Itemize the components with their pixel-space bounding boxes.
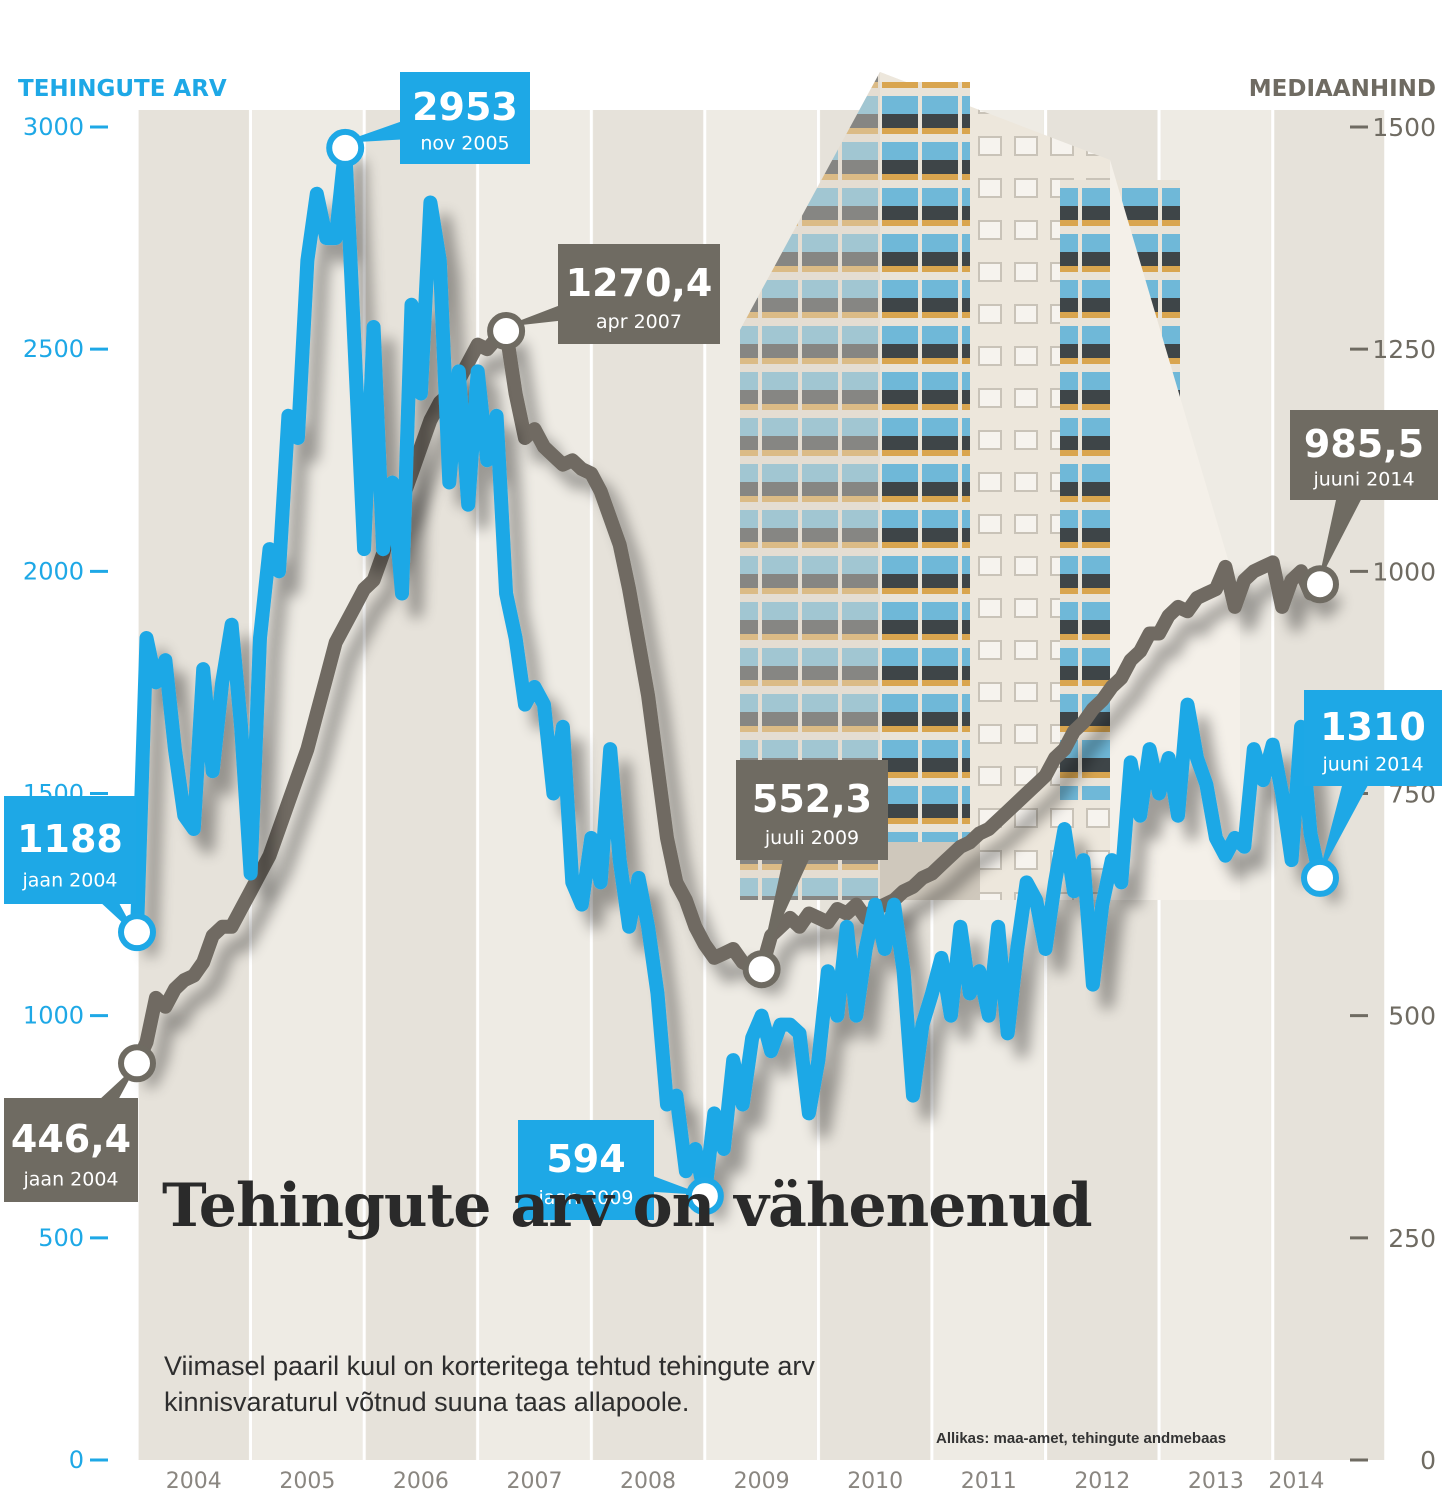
callout-marker bbox=[118, 913, 156, 952]
callout-value: 552,3 bbox=[752, 777, 872, 821]
callout-value: 594 bbox=[546, 1137, 625, 1181]
x-axis-tick-label: 2012 bbox=[1074, 1469, 1130, 1494]
x-axis-tick-label: 2013 bbox=[1188, 1469, 1244, 1494]
chart-subtitle: Viimasel paaril kuul on korteritega teht… bbox=[164, 1351, 815, 1417]
callout-value: 1310 bbox=[1320, 705, 1426, 749]
callout-box bbox=[558, 244, 720, 344]
callout-date: apr 2007 bbox=[596, 311, 682, 333]
x-axis-tick-label: 2014 bbox=[1268, 1469, 1324, 1494]
callout: 446,4 jaan 2004 bbox=[4, 1044, 156, 1202]
callout-marker bbox=[1301, 565, 1339, 604]
chart-title: Tehingute arv on vähenenud bbox=[162, 1160, 1093, 1252]
x-axis-tick-label: 2011 bbox=[961, 1469, 1017, 1494]
callout-marker bbox=[1301, 858, 1339, 897]
callout-box bbox=[736, 760, 888, 860]
callout-value: 1270,4 bbox=[566, 261, 713, 305]
callout-value: 446,4 bbox=[11, 1117, 131, 1161]
x-axis-tick-label: 2008 bbox=[620, 1469, 676, 1494]
callout: 1270,4 apr 2007 bbox=[487, 244, 720, 351]
x-axis-tick-label: 2010 bbox=[847, 1469, 903, 1494]
right-axis-tick-label: 0 bbox=[1420, 1446, 1436, 1475]
callout-date: juuni 2014 bbox=[1312, 469, 1414, 491]
callout-box bbox=[4, 1098, 138, 1202]
callout: 985,5 juuni 2014 bbox=[1290, 410, 1438, 604]
callout-marker bbox=[487, 312, 526, 351]
x-axis-tick-label: 2005 bbox=[279, 1469, 335, 1494]
x-axis-tick-label: 2004 bbox=[166, 1469, 222, 1494]
apartment-building-photo bbox=[740, 72, 1240, 900]
callout: 1188 jaan 2004 bbox=[4, 796, 156, 952]
chart-title-text: Tehingute arv on vähenenud bbox=[162, 1171, 1093, 1241]
left-axis-tick-label: 2000 bbox=[23, 557, 84, 585]
callout-box bbox=[1290, 410, 1438, 500]
left-axis-tick-label: 500 bbox=[38, 1224, 84, 1252]
callout-date: juuli 2009 bbox=[764, 827, 859, 849]
right-axis-title: MEDIAANHIND bbox=[1249, 76, 1436, 102]
callout-date: juuni 2014 bbox=[1321, 754, 1423, 776]
right-axis-tick-label: 1500 bbox=[1372, 113, 1436, 142]
right-axis-tick-label: 500 bbox=[1388, 1002, 1436, 1031]
tehingute-arv-line bbox=[130, 140, 1327, 1204]
callout-box bbox=[518, 1120, 654, 1220]
callout-value: 985,5 bbox=[1304, 422, 1424, 466]
callout-date: jaan 2004 bbox=[23, 1168, 119, 1190]
callout: 552,3 juuli 2009 bbox=[736, 760, 888, 989]
callout-date: nov 2005 bbox=[420, 132, 509, 154]
right-axis-tick-label: 1000 bbox=[1372, 557, 1436, 586]
callout-box bbox=[4, 796, 136, 904]
axes: TEHINGUTE ARV MEDIAANHIND3000250020001500… bbox=[18, 76, 1436, 1494]
callout: 2953 nov 2005 bbox=[326, 72, 530, 167]
left-axis-tick-label: 0 bbox=[69, 1446, 84, 1474]
callouts: 1188 jaan 2004 2953 nov 2005 594 jaan 2009 131… bbox=[4, 72, 1442, 1220]
right-axis-tick-label: 1250 bbox=[1372, 335, 1436, 364]
callout-marker bbox=[742, 950, 781, 989]
callout-date: jaan 2004 bbox=[22, 870, 118, 892]
callout: 1310 juuni 2014 bbox=[1301, 690, 1442, 897]
callout-box bbox=[1304, 690, 1442, 786]
left-axis-tick-label: 2500 bbox=[23, 335, 84, 363]
left-axis-tick-label: 1000 bbox=[23, 1002, 84, 1030]
callout-value: 2953 bbox=[412, 85, 518, 129]
callout-box bbox=[400, 72, 530, 164]
x-axis-tick-label: 2007 bbox=[506, 1469, 562, 1494]
callout-date: jaan 2009 bbox=[538, 1187, 634, 1209]
left-axis-title: TEHINGUTE ARV bbox=[18, 76, 227, 102]
callout-marker bbox=[118, 1044, 156, 1083]
source-note: Allikas: maa-amet, tehingute andmebaas bbox=[936, 1430, 1227, 1447]
x-axis-tick-label: 2006 bbox=[393, 1469, 449, 1494]
left-axis-tick-label: 3000 bbox=[23, 113, 84, 141]
callout-marker bbox=[326, 128, 365, 167]
x-axis-tick-label: 2009 bbox=[734, 1469, 790, 1494]
callout-marker bbox=[685, 1177, 724, 1216]
callout-value: 1188 bbox=[17, 817, 123, 861]
series-lines bbox=[130, 140, 1327, 1204]
callout: 594 jaan 2009 bbox=[518, 1120, 724, 1220]
mediaanhind-line bbox=[130, 324, 1327, 1071]
right-axis-tick-label: 250 bbox=[1388, 1224, 1436, 1253]
